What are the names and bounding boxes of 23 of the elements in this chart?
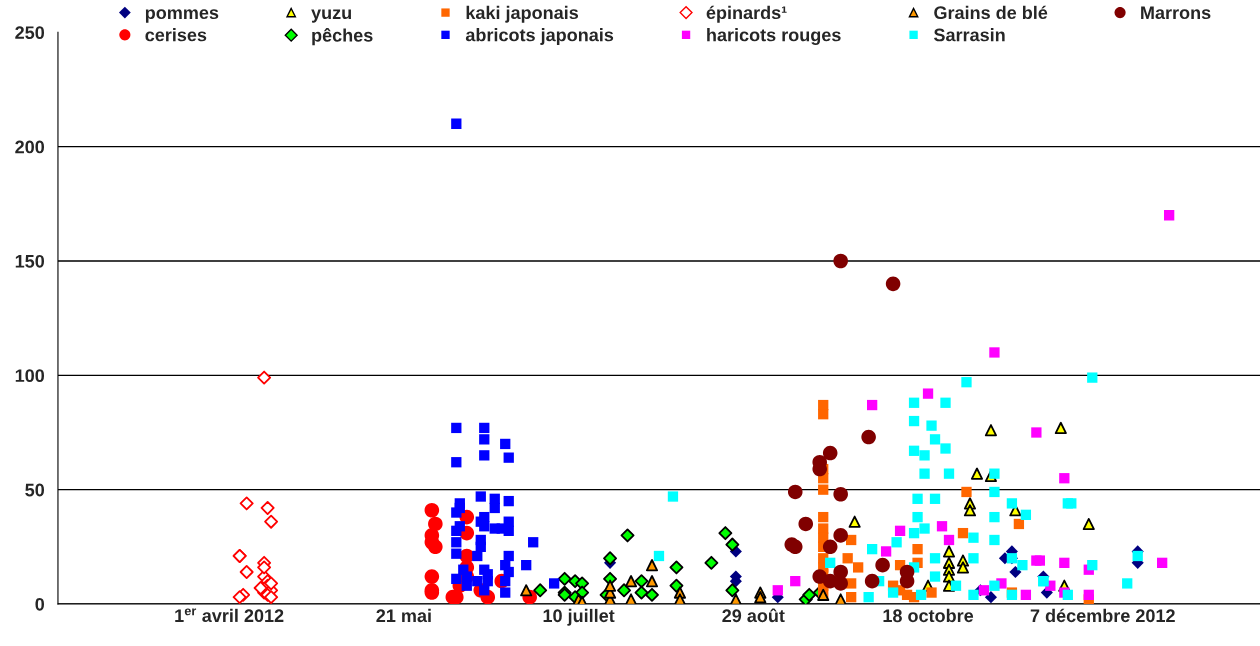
legend-label: abricots japonais xyxy=(465,28,614,45)
x-tick-label: 7 décembre 2012 xyxy=(1030,608,1175,623)
y-tick-label: 150 xyxy=(15,254,45,268)
x-tick-label: 21 mai xyxy=(376,608,431,623)
legend-label: Sarrasin xyxy=(933,28,1005,42)
y-tick-label: 0 xyxy=(35,597,45,611)
y-tick-label: 200 xyxy=(15,140,45,154)
x-tick-label: 1$^{er}$ avril 2012 xyxy=(175,608,284,623)
legend-label: pommes xyxy=(145,9,219,23)
legend-label: cerises xyxy=(145,28,207,42)
legend-label: kaki japonais xyxy=(466,5,579,23)
legend-label: pêches xyxy=(312,28,373,46)
legend-label: Grains de blé xyxy=(934,5,1048,20)
legend-label: haricots rouges xyxy=(707,28,841,45)
y-tick-label: 250 xyxy=(15,26,45,40)
y-tick-label: 100 xyxy=(15,369,45,383)
legend-label: Marrons xyxy=(1141,6,1211,20)
y-tick-label: 50 xyxy=(25,483,45,497)
x-tick-label: 18 octobre xyxy=(883,608,974,623)
legend-label: yuzu xyxy=(311,9,351,23)
x-tick-label: 29 août xyxy=(722,608,785,623)
legend-label: épinards¹ xyxy=(706,5,787,23)
x-tick-label: 10 juillet xyxy=(543,608,615,626)
